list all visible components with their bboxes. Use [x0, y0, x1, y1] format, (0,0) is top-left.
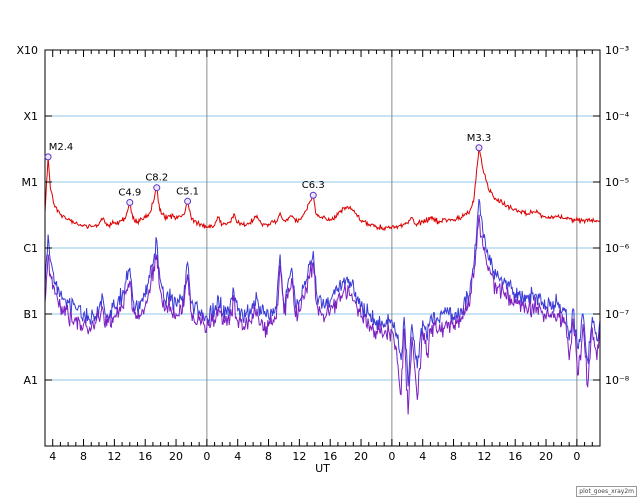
y-right-label: 10⁻⁸ — [605, 374, 630, 387]
x-tick-label: 4 — [419, 450, 426, 463]
flare-marker — [184, 197, 192, 205]
flare-label: C6.3 — [302, 180, 325, 191]
y-right-label: 10⁻³ — [605, 44, 629, 57]
x-tick-label: 20 — [169, 450, 183, 463]
flare-marker — [475, 144, 483, 152]
flare-marker — [309, 191, 317, 199]
x-tick-label: 8 — [265, 450, 272, 463]
series-xray-short-2 — [45, 214, 600, 415]
x-tick-label: 20 — [354, 450, 368, 463]
x-tick-label: 8 — [80, 450, 87, 463]
flare-label: C5.1 — [176, 186, 199, 197]
y-right-label: 10⁻⁶ — [605, 242, 630, 255]
y-left-label: C1 — [23, 242, 38, 255]
x-tick-label: 4 — [234, 450, 241, 463]
x-tick-label: 0 — [573, 450, 580, 463]
x-tick-label: 16 — [138, 450, 152, 463]
y-left-label: B1 — [23, 308, 38, 321]
flare-label: C8.2 — [145, 173, 168, 184]
x-tick-label: 4 — [49, 450, 56, 463]
x-tick-label: 12 — [107, 450, 121, 463]
series-xray-long — [45, 147, 600, 232]
series-xray-short — [45, 198, 600, 387]
y-left-label: M1 — [22, 176, 39, 189]
x-tick-label: 0 — [203, 450, 210, 463]
x-tick-label: 20 — [539, 450, 553, 463]
flare-label: M2.4 — [49, 142, 74, 153]
y-right-label: 10⁻⁷ — [605, 308, 629, 321]
x-tick-label: 16 — [508, 450, 522, 463]
x-tick-label: 16 — [323, 450, 337, 463]
x-tick-label: 12 — [292, 450, 306, 463]
y-left-label: A1 — [23, 374, 38, 387]
x-tick-label: 0 — [388, 450, 395, 463]
y-right-label: 10⁻⁵ — [605, 176, 629, 189]
flare-label: C4.9 — [118, 187, 141, 198]
flare-marker — [44, 153, 52, 161]
x-axis-label: UT — [315, 462, 330, 475]
flare-label: M3.3 — [467, 133, 492, 144]
x-tick-label: 8 — [450, 450, 457, 463]
y-left-label: X10 — [16, 44, 38, 57]
plot-credit-label: plot_goes_xray2m — [576, 486, 637, 497]
flare-marker — [126, 198, 134, 206]
x-tick-label: 12 — [477, 450, 491, 463]
flare-marker — [153, 184, 161, 192]
y-right-label: 10⁻⁴ — [605, 110, 630, 123]
y-left-label: X1 — [23, 110, 38, 123]
